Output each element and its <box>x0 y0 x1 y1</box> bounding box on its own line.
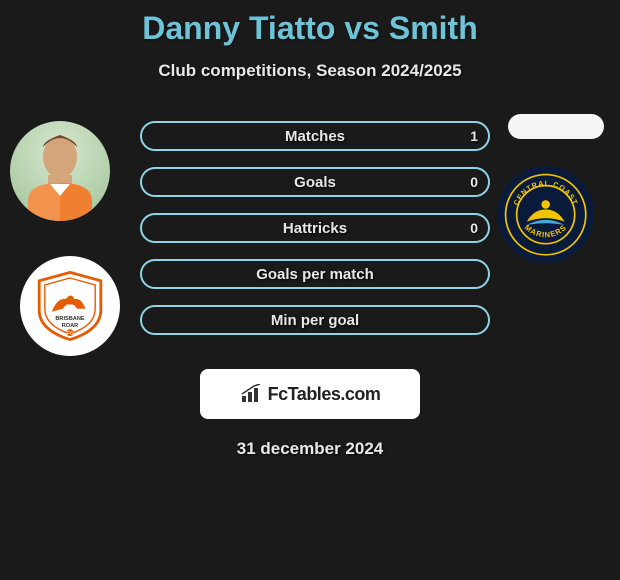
player-left-club-badge: BRISBANE ROAR FC <box>20 256 120 356</box>
svg-text:ROAR: ROAR <box>62 323 78 329</box>
stat-label: Goals <box>294 174 336 191</box>
stat-rows: Matches 1 Goals 0 Hattricks 0 Goals per match M… <box>140 121 490 351</box>
player-left-avatar <box>10 121 110 221</box>
svg-text:FC: FC <box>67 331 74 337</box>
svg-text:BRISBANE: BRISBANE <box>55 316 84 322</box>
player-right-avatar <box>508 114 604 139</box>
logo-text: FcTables.com <box>268 384 381 405</box>
player-right-club-badge: CENTRAL COAST MARINERS <box>497 166 594 263</box>
stat-right-value: 0 <box>470 174 478 190</box>
subtitle: Club competitions, Season 2024/2025 <box>0 61 620 81</box>
stat-row: Goals 0 <box>140 167 490 197</box>
stat-row: Min per goal <box>140 305 490 335</box>
stat-row: Matches 1 <box>140 121 490 151</box>
stat-right-value: 0 <box>470 220 478 236</box>
stats-area: BRISBANE ROAR FC CENTRAL COAST MARINERS … <box>0 111 620 361</box>
stat-label: Hattricks <box>283 220 347 237</box>
date-line: 31 december 2024 <box>0 439 620 459</box>
fctables-logo: FcTables.com <box>200 369 420 419</box>
stat-row: Hattricks 0 <box>140 213 490 243</box>
stat-label: Matches <box>285 128 345 145</box>
chart-icon <box>240 384 264 404</box>
page-title: Danny Tiatto vs Smith <box>0 0 620 47</box>
stat-row: Goals per match <box>140 259 490 289</box>
stat-label: Goals per match <box>256 266 374 283</box>
stat-label: Min per goal <box>271 312 359 329</box>
stat-right-value: 1 <box>470 128 478 144</box>
